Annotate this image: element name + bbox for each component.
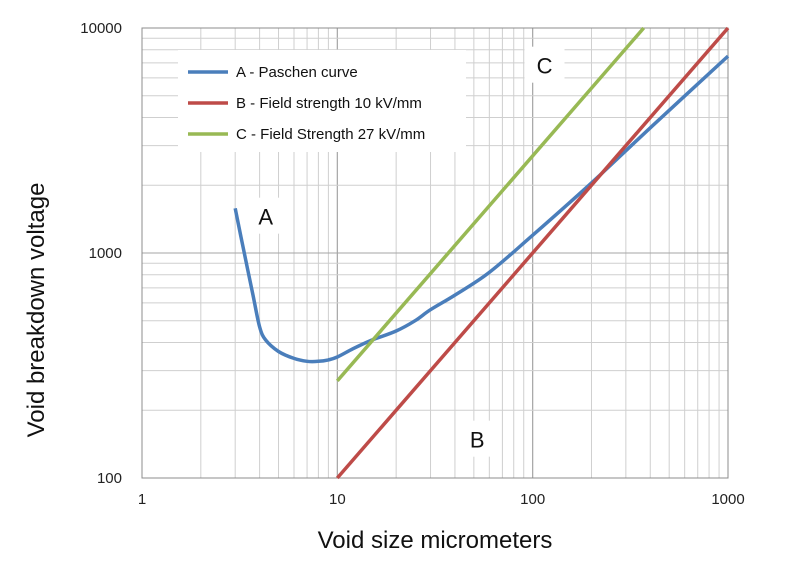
annotation-backdrop [245,197,286,234]
x-axis-title: Void size micrometers [318,527,553,554]
tick-labels: 1 10 100 1000 100 1000 10000 [80,20,744,508]
legend-label: A - Paschen curve [236,64,358,81]
legend-label: C - Field Strength 27 kV/mm [236,126,425,143]
x-tick-label: 10 [329,491,346,508]
plot-area-border [141,27,729,479]
annotation-backdrop [457,420,498,457]
x-tick-label: 100 [520,491,545,508]
series-line-a [233,54,730,364]
annotation-label: B [470,428,485,453]
y-axis-title: Void breakdown voltage [23,183,50,438]
legend-label: B - Field strength 10 kV/mm [236,95,422,112]
y-tick-label: 10000 [80,20,122,37]
series-layer [233,26,730,480]
series-line-c [335,26,646,383]
y-tick-label: 100 [97,470,122,487]
x-tick-label: 1000 [711,491,744,508]
annotation-layer: A B C [245,46,565,457]
y-tick-label: 1000 [89,245,122,262]
series-line-b [335,26,730,480]
x-tick-label: 1 [138,491,146,508]
legend: A - Paschen curve B - Field strength 10 k… [178,50,466,152]
annotation-backdrop [524,46,565,83]
annotation-label: A [258,205,273,230]
annotation-label: C [537,54,553,79]
